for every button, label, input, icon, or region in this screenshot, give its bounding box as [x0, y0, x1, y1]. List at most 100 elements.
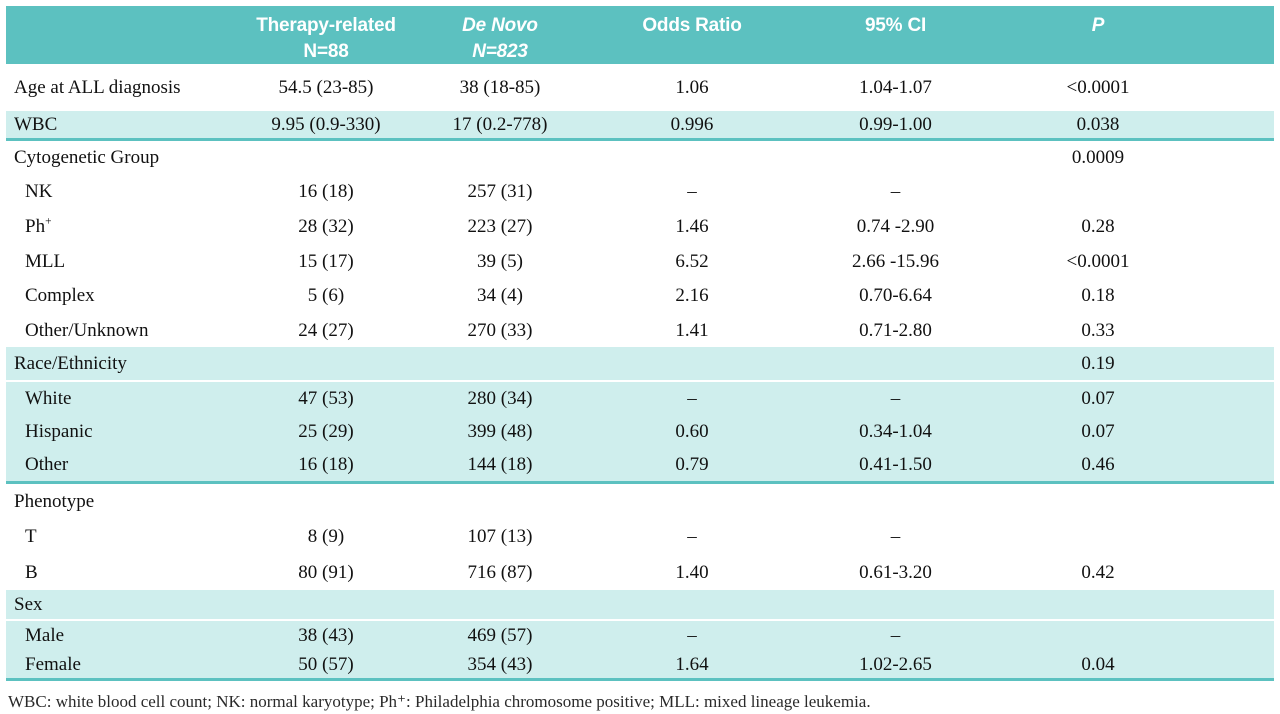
cell-denovo: 280 (34): [414, 381, 586, 416]
cell-label: Hispanic: [6, 415, 238, 449]
table-row-b-phenotype: B 80 (91) 716 (87) 1.40 0.61-3.20 0.42: [6, 554, 1274, 590]
cell-denovo: 34 (4): [477, 285, 523, 307]
cell-denovo: 257 (31): [467, 181, 533, 203]
cell-therapy: 80 (91): [298, 561, 354, 583]
cell-p: [993, 174, 1203, 209]
col-header-denovo-line1: De Novo: [462, 15, 538, 36]
table-row-age: Age at ALL diagnosis 54.5 (23-85) 38 (18…: [6, 64, 1274, 111]
cell-odds-ratio: 2.16: [675, 285, 709, 307]
col-header-95ci: 95% CI: [798, 6, 993, 65]
cell-p: 0.28: [1081, 216, 1115, 238]
cell-label: Cytogenetic Group: [6, 139, 238, 174]
cell-denovo: 716 (87): [467, 561, 533, 583]
col-header-odds-ratio: Odds Ratio: [586, 6, 798, 65]
table-row-race-ethnicity: Race/Ethnicity 0.19: [6, 347, 1274, 383]
cell-p: 0.19: [993, 347, 1203, 383]
cell-therapy: 25 (29): [238, 415, 414, 449]
cell-ci: 0.41-1.50: [798, 448, 993, 484]
cell-therapy: [238, 347, 414, 383]
cell-label: Other: [6, 448, 238, 484]
data-table: Therapy-related N=88 De Novo N=823 Odds …: [6, 6, 1274, 681]
cell-p: <0.0001: [1066, 250, 1130, 272]
col-header-filler: [1203, 6, 1274, 65]
cell-therapy: 9.95 (0.9-330): [238, 111, 414, 141]
table-row-other-race: Other 16 (18) 144 (18) 0.79 0.41-1.50 0.…: [6, 448, 1274, 484]
cell-p: 0.42: [1081, 561, 1115, 583]
row-label-text: Race/Ethnicity: [14, 353, 127, 375]
col-header-de-novo: De Novo N=823: [414, 6, 586, 65]
cell-denovo: 354 (43): [414, 650, 586, 681]
cell-label: WBC: [6, 111, 238, 141]
cell-odds-ratio: 1.06: [675, 77, 709, 99]
cell-odds-ratio: [586, 590, 798, 622]
table-row-nk: NK 16 (18) 257 (31) – –: [6, 174, 1274, 209]
cell-odds-ratio: 1.41: [675, 319, 709, 341]
row-label-text: Age at ALL diagnosis: [14, 77, 181, 99]
cell-ci: [798, 139, 993, 174]
table-row-cytogenetic-group: Cytogenetic Group 0.0009: [6, 139, 1274, 174]
cell-odds-ratio: 0.79: [586, 448, 798, 484]
cell-odds-ratio: 0.996: [586, 111, 798, 141]
cell-p: [993, 590, 1203, 622]
row-label-text: Ph: [25, 216, 46, 238]
cell-p: [993, 518, 1203, 554]
cell-p: 0.33: [1081, 319, 1115, 341]
header-row: Therapy-related N=88 De Novo N=823 Odds …: [6, 6, 1274, 65]
row-label-text: WBC: [14, 114, 58, 136]
cell-p: 0.038: [993, 111, 1203, 141]
row-label-text: Other: [25, 454, 69, 476]
row-label-text: Hispanic: [25, 421, 93, 443]
cell-denovo: 270 (33): [467, 319, 533, 341]
col-header-therapy-line2: N=88: [303, 40, 349, 62]
cell-label: Complex: [6, 278, 238, 313]
cell-odds-ratio: 6.52: [675, 250, 709, 272]
cell-ci: 1.02-2.65: [798, 650, 993, 681]
cell-p: [993, 482, 1203, 518]
cell-therapy: 28 (32): [298, 216, 354, 238]
table-footnote: WBC: white blood cell count; NK: normal …: [8, 691, 871, 711]
cell-ci: [798, 347, 993, 383]
cell-denovo: 469 (57): [414, 620, 586, 651]
cell-ci: –: [890, 181, 901, 203]
cell-denovo: 38 (18-85): [459, 77, 541, 99]
cell-label: Other/Unknown: [6, 313, 238, 347]
table-row-white: White 47 (53) 280 (34) – – 0.07: [6, 381, 1274, 416]
cell-denovo: 107 (13): [467, 525, 533, 547]
cell-label: T: [6, 518, 238, 554]
cell-odds-ratio: 1.64: [586, 650, 798, 681]
cell-odds-ratio: [586, 139, 798, 174]
cell-therapy: 5 (6): [307, 285, 345, 307]
cell-label: Sex: [6, 590, 238, 622]
cell-therapy: 38 (43): [238, 620, 414, 651]
table-row-mll: MLL 15 (17) 39 (5) 6.52 2.66 -15.96 <0.0…: [6, 244, 1274, 278]
table-row-t-phenotype: T 8 (9) 107 (13) – –: [6, 518, 1274, 554]
row-label-text: Phenotype: [14, 490, 95, 512]
row-label-text: B: [25, 561, 38, 583]
cell-therapy: 24 (27): [298, 319, 354, 341]
cell-ci: 0.34-1.04: [798, 415, 993, 449]
cell-p: 0.04: [993, 650, 1203, 681]
table-row-female: Female 50 (57) 354 (43) 1.64 1.02-2.65 0…: [6, 650, 1274, 681]
cell-label: Age at ALL diagnosis: [6, 64, 238, 111]
row-label-text: NK: [25, 181, 53, 203]
cell-therapy: 15 (17): [298, 250, 354, 272]
cell-p: 0.07: [993, 381, 1203, 416]
cell-ci: 2.66 -15.96: [851, 250, 940, 272]
table-row-male: Male 38 (43) 469 (57) – –: [6, 620, 1274, 651]
cell-therapy: 8 (9): [307, 525, 345, 547]
cell-ci: –: [890, 525, 901, 547]
cell-odds-ratio: –: [687, 525, 697, 547]
table-row-ph-positive: Ph+ 28 (32) 223 (27) 1.46 0.74 -2.90 0.2…: [6, 209, 1274, 244]
col-header-therapy-line1: Therapy-related: [256, 15, 396, 36]
cell-denovo: 399 (48): [414, 415, 586, 449]
cell-therapy: 54.5 (23-85): [278, 77, 374, 99]
cell-label: Phenotype: [6, 482, 238, 518]
cell-odds-ratio: –: [586, 620, 798, 651]
col-header-denovo-line2: N=823: [472, 40, 528, 62]
col-header-p: P: [993, 6, 1203, 65]
cell-ci: 0.70-6.64: [859, 285, 932, 307]
cell-label: White: [6, 381, 238, 416]
cell-ci: [798, 590, 993, 622]
cell-odds-ratio: 1.46: [675, 216, 709, 238]
col-header-therapy-related: Therapy-related N=88: [238, 6, 414, 65]
